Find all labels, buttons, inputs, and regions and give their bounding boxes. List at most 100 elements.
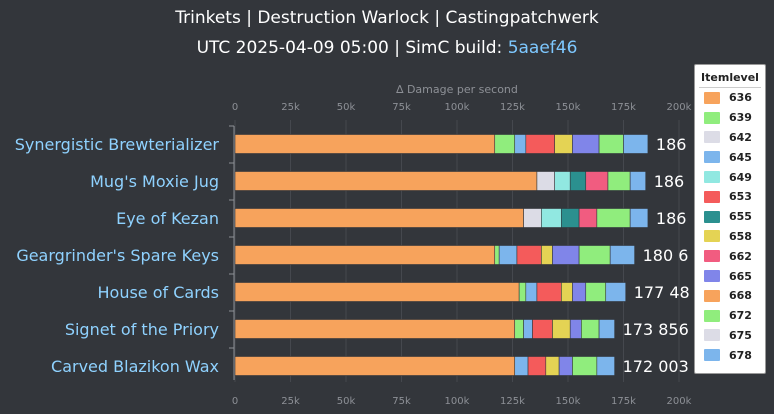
category-label[interactable]: Signet of the Priory [65, 320, 219, 339]
bar-segment[interactable] [494, 245, 500, 265]
bar-segment[interactable] [581, 319, 600, 339]
x-tick-label-top: 100k [445, 102, 470, 113]
bar-segment[interactable] [525, 282, 538, 302]
bar-segment[interactable] [514, 319, 524, 339]
bar-segment[interactable] [234, 319, 516, 339]
bar-segment[interactable] [234, 171, 538, 191]
bar-segment[interactable] [572, 282, 587, 302]
data-label: 186 [656, 135, 687, 154]
bar-segment[interactable] [585, 282, 607, 302]
bar-segment[interactable] [234, 245, 496, 265]
legend-label: 665 [729, 269, 752, 283]
bar-segment[interactable] [598, 134, 624, 154]
bar-segment[interactable] [234, 134, 496, 154]
bar-segment[interactable] [523, 208, 542, 228]
legend-label: 639 [729, 111, 752, 125]
bar-segment[interactable] [234, 282, 520, 302]
legend-item[interactable]: 675 [695, 326, 765, 346]
x-tick-label-top: 25k [281, 102, 300, 113]
simc-build-link[interactable]: 5aaef46 [507, 38, 578, 58]
bar-segment[interactable] [558, 356, 573, 376]
bar-segment[interactable] [234, 356, 516, 376]
category-label[interactable]: Synergistic Brewterializer [15, 135, 220, 154]
bar-segment[interactable] [541, 208, 562, 228]
bar-segment[interactable] [552, 319, 571, 339]
x-tick-label-bottom: 0 [232, 396, 238, 407]
bar-segment[interactable] [554, 171, 571, 191]
bar-segment[interactable] [518, 282, 527, 302]
legend-swatch [704, 210, 720, 223]
x-tick-label-top: 75k [392, 102, 411, 113]
bar-segment[interactable] [536, 171, 555, 191]
bar-segment[interactable] [572, 134, 600, 154]
bar-segment[interactable] [578, 245, 611, 265]
bar-segment[interactable] [545, 356, 560, 376]
bar-segment[interactable] [561, 282, 573, 302]
legend-item[interactable]: 653 [695, 187, 765, 207]
bar-segment[interactable] [532, 319, 553, 339]
legend-item[interactable]: 678 [695, 345, 765, 365]
legend-swatch [704, 250, 720, 263]
legend-label: 668 [729, 289, 752, 303]
bar-segment[interactable] [494, 134, 516, 154]
x-tick-label-bottom: 100k [445, 396, 470, 407]
bar-segment[interactable] [596, 356, 615, 376]
bar-segment[interactable] [607, 171, 631, 191]
legend-item[interactable]: 658 [695, 227, 765, 247]
x-tick-label-bottom: 25k [281, 396, 300, 407]
bar-segment[interactable] [514, 134, 527, 154]
legend-swatch [704, 91, 720, 104]
legend-item[interactable]: 645 [695, 147, 765, 167]
legend-swatch [704, 151, 720, 164]
bar-segment[interactable] [569, 171, 587, 191]
bar-segment[interactable] [569, 319, 582, 339]
legend-swatch [704, 349, 720, 362]
bar-segment[interactable] [598, 319, 615, 339]
category-label[interactable]: Geargrinder's Spare Keys [16, 246, 219, 265]
category-label[interactable]: House of Cards [98, 283, 220, 302]
legend-swatch [704, 190, 720, 203]
x-tick-label-bottom: 75k [392, 396, 411, 407]
bar-segment[interactable] [541, 245, 553, 265]
bar-segment[interactable] [527, 356, 547, 376]
bar-segment[interactable] [623, 134, 649, 154]
bar-segment[interactable] [516, 245, 542, 265]
category-label[interactable]: Carved Blazikon Wax [51, 357, 219, 376]
bar-segment[interactable] [498, 245, 518, 265]
bar-segment[interactable] [234, 208, 524, 228]
bar-segment[interactable] [609, 245, 635, 265]
bar-segment[interactable] [629, 171, 646, 191]
bar-segment[interactable] [525, 134, 555, 154]
x-tick-label-bottom: 150k [556, 396, 581, 407]
bar-segment[interactable] [629, 208, 649, 228]
bar-segment[interactable] [536, 282, 562, 302]
bar-segment[interactable] [523, 319, 533, 339]
data-label: 172 003 [623, 357, 689, 376]
category-label[interactable]: Eye of Kezan [116, 209, 219, 228]
legend-label: 636 [729, 91, 752, 105]
legend-item[interactable]: 672 [695, 306, 765, 326]
legend-item[interactable]: 639 [695, 108, 765, 128]
legend-item[interactable]: 668 [695, 286, 765, 306]
category-label[interactable]: Mug's Moxie Jug [90, 172, 219, 191]
bar-segment[interactable] [572, 356, 598, 376]
legend-item[interactable]: 636 [695, 88, 765, 108]
legend-swatch [704, 230, 720, 243]
bar-segment[interactable] [585, 171, 609, 191]
legend-item[interactable]: 665 [695, 266, 765, 286]
legend-item[interactable]: 655 [695, 207, 765, 227]
legend-title: Itemlevel [699, 71, 761, 88]
bar-segment[interactable] [561, 208, 580, 228]
bar-segment[interactable] [514, 356, 529, 376]
legend-item[interactable]: 662 [695, 246, 765, 266]
legend-label: 658 [729, 229, 752, 243]
bar-segment[interactable] [605, 282, 627, 302]
legend-item[interactable]: 649 [695, 167, 765, 187]
bar-segment[interactable] [554, 134, 573, 154]
bar-segment[interactable] [596, 208, 631, 228]
x-tick-label-top: 0 [232, 102, 238, 113]
bar-segment[interactable] [578, 208, 598, 228]
bar-segment[interactable] [552, 245, 580, 265]
data-label: 186 [654, 172, 685, 191]
legend-item[interactable]: 642 [695, 128, 765, 148]
